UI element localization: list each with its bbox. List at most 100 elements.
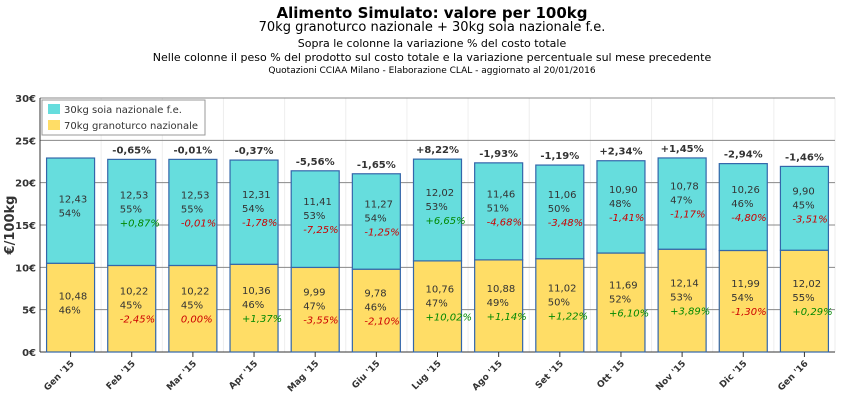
legend-swatch xyxy=(48,120,60,130)
change-label: -1,78% xyxy=(242,218,277,229)
legend xyxy=(41,99,206,136)
change-label: -3,55% xyxy=(303,316,338,327)
data-label: 12,31 xyxy=(242,190,271,201)
share-label: 47% xyxy=(303,302,325,313)
share-label: 50% xyxy=(548,297,570,308)
share-label: 46% xyxy=(731,199,753,210)
x-tick-label: Mag '15 xyxy=(286,359,321,394)
bar-corn xyxy=(290,266,340,353)
chart-note: Nelle colonne il peso % del prodotto sul… xyxy=(152,51,712,64)
bar-corn xyxy=(535,258,585,353)
share-label: 54% xyxy=(242,204,264,215)
share-label: 45% xyxy=(181,301,203,312)
change-label: -1,30% xyxy=(731,307,766,318)
change-label: +3,89% xyxy=(670,307,710,318)
share-label: 47% xyxy=(426,298,448,309)
bar-corn xyxy=(45,262,96,353)
share-label: 54% xyxy=(59,209,81,220)
change-label: -2,10% xyxy=(364,317,399,328)
x-tick-label: Apr '15 xyxy=(227,359,260,392)
change-label: +10,02% xyxy=(426,312,473,323)
chart-subtitle: 70kg granoturco nazionale + 30kg soia na… xyxy=(258,20,606,35)
share-label: 49% xyxy=(487,298,509,309)
share-label: 50% xyxy=(548,204,570,215)
data-label: 10,26 xyxy=(731,185,760,196)
data-label: 12,53 xyxy=(120,190,149,201)
data-label: 12,02 xyxy=(792,279,821,290)
data-label: 10,22 xyxy=(120,287,149,298)
data-label: 12,02 xyxy=(426,188,455,199)
data-label: 9,78 xyxy=(364,289,386,300)
bar-corn xyxy=(718,249,768,353)
data-label: 9,90 xyxy=(792,186,814,197)
bar-soy xyxy=(290,170,340,269)
x-tick-label: Gen '15 xyxy=(43,359,77,393)
share-label: 54% xyxy=(364,213,386,224)
share-label: 55% xyxy=(792,293,814,304)
y-tick-label: 20€ xyxy=(15,179,36,190)
x-tick-label: Nov '15 xyxy=(654,359,688,393)
change-label: -3,51% xyxy=(792,214,827,225)
data-label: 11,99 xyxy=(731,279,760,290)
share-label: 48% xyxy=(609,199,631,210)
change-label: +6,65% xyxy=(426,216,466,227)
data-label: 10,48 xyxy=(59,292,88,303)
x-tick-label: Giu '15 xyxy=(350,359,382,391)
y-tick-label: 25€ xyxy=(15,136,36,147)
share-label: 46% xyxy=(242,300,264,311)
bar-soy xyxy=(107,158,157,267)
data-label: 11,02 xyxy=(548,283,577,294)
change-label: -1,41% xyxy=(609,213,644,224)
total-change-label: -1,46% xyxy=(785,152,824,163)
x-tick-label: Ott '15 xyxy=(595,359,627,391)
bar-soy xyxy=(535,164,585,260)
y-axis-label: €/100kg xyxy=(3,196,18,256)
change-label: +1,37% xyxy=(242,314,282,325)
total-change-label: +1,45% xyxy=(661,144,704,155)
share-label: 45% xyxy=(792,200,814,211)
share-label: 55% xyxy=(181,204,203,215)
share-label: 46% xyxy=(59,306,81,317)
total-change-label: +2,34% xyxy=(599,147,642,158)
x-tick-label: Ago '15 xyxy=(471,359,505,393)
bar-corn xyxy=(596,252,646,353)
y-tick-label: 0€ xyxy=(22,348,36,359)
y-tick-label: 5€ xyxy=(22,306,36,317)
bar-corn xyxy=(412,260,463,353)
y-tick-label: 15€ xyxy=(15,221,36,232)
share-label: 51% xyxy=(487,203,509,214)
change-label: -1,17% xyxy=(670,210,705,221)
chart-note: Sopra le colonne la variazione % del cos… xyxy=(297,37,567,50)
total-change-label: -0,65% xyxy=(112,145,151,156)
bar-soy xyxy=(45,157,96,264)
share-label: 45% xyxy=(120,301,142,312)
change-label: -0,01% xyxy=(181,218,216,229)
bar-corn xyxy=(779,249,830,353)
change-label: -2,45% xyxy=(120,315,155,326)
bar-soy xyxy=(779,165,830,251)
x-tick-label: Gen '16 xyxy=(776,359,810,393)
total-change-label: +8,22% xyxy=(416,145,459,156)
data-label: 12,53 xyxy=(181,190,210,201)
x-tick-label: Feb '15 xyxy=(105,359,138,392)
bar-soy xyxy=(168,158,218,267)
share-label: 53% xyxy=(670,293,692,304)
data-label: 11,46 xyxy=(487,189,516,200)
change-label: +1,14% xyxy=(487,312,527,323)
x-tick-label: Dic '15 xyxy=(718,359,749,390)
share-label: 54% xyxy=(731,293,753,304)
data-label: 10,36 xyxy=(242,286,271,297)
y-tick-label: 30€ xyxy=(15,94,36,105)
y-tick-label: 10€ xyxy=(15,263,36,274)
x-tick-label: Lug '15 xyxy=(410,359,443,392)
share-label: 47% xyxy=(670,196,692,207)
data-label: 12,43 xyxy=(59,195,88,206)
change-label: +0,87% xyxy=(120,218,160,229)
share-label: 53% xyxy=(426,202,448,213)
data-label: 12,14 xyxy=(670,279,699,290)
change-label: -4,68% xyxy=(487,217,522,228)
bar-soy xyxy=(474,162,524,261)
change-label: -3,48% xyxy=(548,218,583,229)
bar-soy xyxy=(229,159,279,265)
